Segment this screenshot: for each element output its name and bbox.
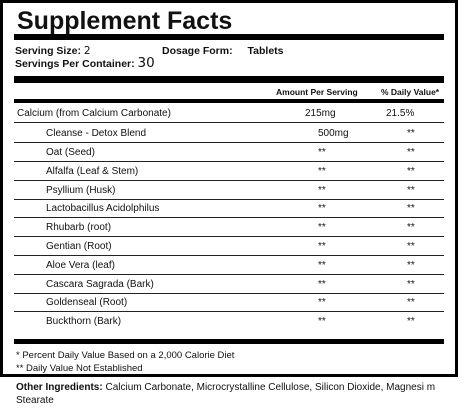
row-name: Cleanse - Detox Blend <box>46 128 147 139</box>
footnote-not-established: ** Daily Value Not Established <box>16 363 143 374</box>
row-amount: ** <box>318 260 326 271</box>
title-rule <box>14 34 444 40</box>
row-name: Oat (Seed) <box>46 147 95 158</box>
servings-per-container-value: 30 <box>137 55 155 71</box>
serving-size-value: 2 <box>83 45 91 57</box>
row-name: Calcium (from Calcium Carbonate) <box>17 108 171 119</box>
table-row: Buckthorn (Bark) ** ** <box>14 313 444 331</box>
row-name: Buckthorn (Bark) <box>46 316 122 327</box>
footer-rule <box>14 339 444 344</box>
other-ingredients: Other Ingredients: Calcium Carbonate, Mi… <box>16 381 456 407</box>
row-amount: 500mg <box>318 128 349 139</box>
table-row: Aloe Vera (leaf) ** ** <box>14 257 444 275</box>
table-row: Oat (Seed) ** ** <box>14 144 444 162</box>
row-amount: ** <box>318 241 326 252</box>
table-row: Gentian (Root) ** ** <box>14 238 444 256</box>
footnote-percent-daily-value: * Percent Daily Value Based on a 2,000 C… <box>16 350 235 361</box>
row-name: Alfalfa (Leaf & Stem) <box>46 166 139 177</box>
row-amount: ** <box>318 222 326 233</box>
daily-value-header: % Daily Value* <box>381 87 440 97</box>
row-daily-value: ** <box>407 166 415 177</box>
table-row: Alfalfa (Leaf & Stem) ** ** <box>14 163 444 181</box>
row-name: Psyllium (Husk) <box>46 185 116 196</box>
row-daily-value: ** <box>407 128 415 139</box>
amount-per-serving-header: Amount Per Serving <box>276 87 358 97</box>
serving-rule <box>14 76 444 83</box>
table-row: Goldenseal (Root) ** ** <box>14 294 444 312</box>
row-amount: ** <box>318 279 326 290</box>
row-amount: ** <box>318 316 326 327</box>
servings-per-container-label: Servings Per Container: <box>15 58 135 70</box>
serving-size-line: Serving Size: 2 <box>15 45 91 58</box>
row-daily-value: ** <box>407 297 415 308</box>
row-amount: ** <box>318 203 326 214</box>
table-row: Rhubarb (root) ** ** <box>14 219 444 237</box>
row-name: Goldenseal (Root) <box>46 297 128 308</box>
row-amount: 215mg <box>305 108 336 119</box>
row-name: Rhubarb (root) <box>46 222 112 233</box>
row-daily-value: ** <box>407 260 415 271</box>
table-row: Lactobacillus Acidolphilus ** ** <box>14 200 444 218</box>
panel-title: Supplement Facts <box>17 7 233 35</box>
row-daily-value: ** <box>407 203 415 214</box>
row-daily-value: ** <box>407 185 415 196</box>
dosage-form-line: Dosage Form: Tablets <box>162 45 284 58</box>
row-name: Lactobacillus Acidolphilus <box>46 203 160 214</box>
row-daily-value: ** <box>407 147 415 158</box>
row-name: Cascara Sagrada (Bark) <box>46 279 154 290</box>
other-ingredients-text: Calcium Carbonate, Microcrystalline Cell… <box>16 382 436 406</box>
table-row: Cleanse - Detox Blend 500mg ** <box>14 125 444 143</box>
dosage-form-value: Tablets <box>247 45 284 57</box>
row-daily-value: ** <box>407 241 415 252</box>
row-amount: ** <box>318 185 326 196</box>
row-amount: ** <box>318 147 326 158</box>
row-amount: ** <box>318 166 326 177</box>
row-amount: ** <box>318 297 326 308</box>
table-row: Cascara Sagrada (Bark) ** ** <box>14 276 444 294</box>
table-row: Calcium (from Calcium Carbonate) 215mg 2… <box>14 105 444 123</box>
header-rule <box>14 99 444 103</box>
row-name: Aloe Vera (leaf) <box>46 260 115 271</box>
serving-size-label: Serving Size: <box>15 45 81 57</box>
supplement-facts-panel: Supplement Facts <box>0 0 458 377</box>
other-ingredients-label: Other Ingredients: <box>16 382 103 393</box>
row-daily-value: ** <box>407 279 415 290</box>
row-name: Gentian (Root) <box>46 241 112 252</box>
row-daily-value: 21.5% <box>386 108 415 119</box>
dosage-form-label: Dosage Form: <box>162 45 233 57</box>
table-row: Psyllium (Husk) ** ** <box>14 182 444 200</box>
servings-per-container-line: Servings Per Container: 30 <box>15 55 155 71</box>
row-daily-value: ** <box>407 222 415 233</box>
row-daily-value: ** <box>407 316 415 327</box>
